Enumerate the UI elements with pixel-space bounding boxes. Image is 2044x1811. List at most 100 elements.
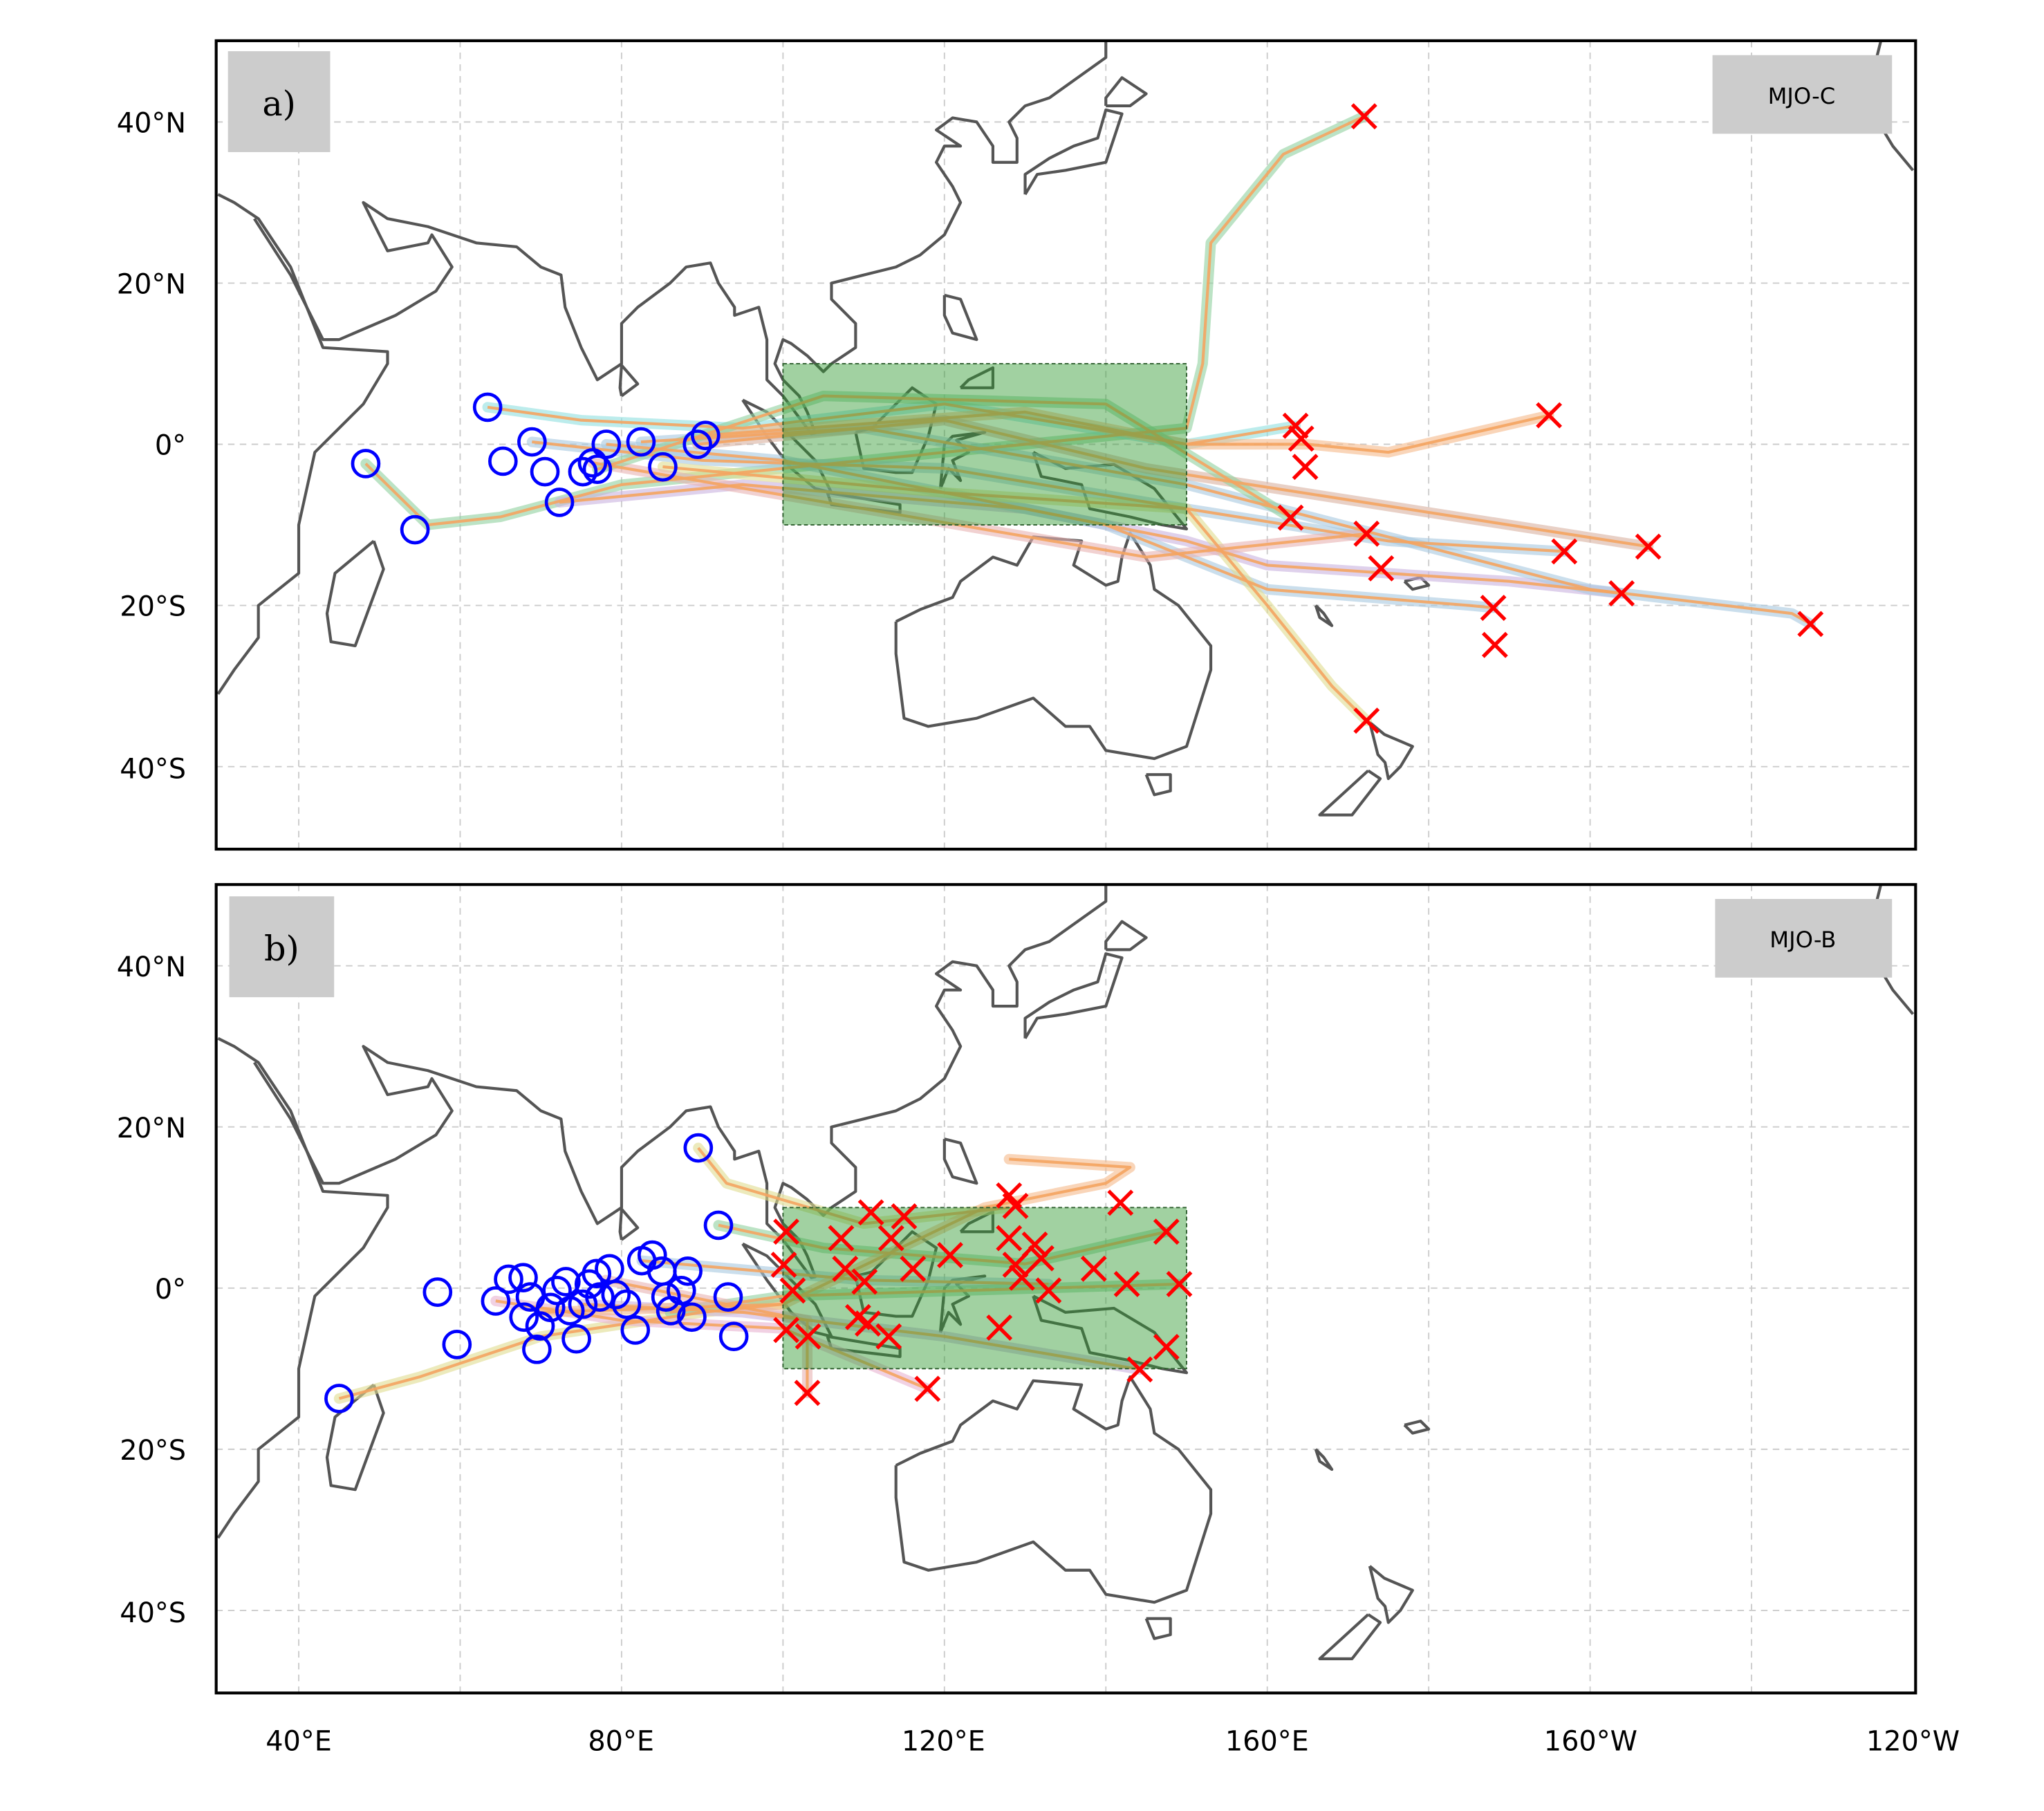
lysis-marker: [1021, 1231, 1048, 1258]
lysis-marker: [773, 1317, 799, 1344]
lysis-marker: [986, 1314, 1013, 1341]
lysis-marker: [794, 1380, 821, 1406]
coastline: [741, 1242, 833, 1338]
x-tick-label: 160°W: [1544, 1726, 1637, 1758]
genesis-marker: [611, 1289, 642, 1319]
y-tick-label: 0°: [155, 430, 186, 462]
genesis-marker: [509, 1302, 539, 1332]
lysis-marker: [855, 1310, 881, 1337]
lysis-marker: [1028, 1245, 1054, 1272]
track-line: [662, 465, 1368, 722]
lysis-marker: [1292, 454, 1319, 481]
lysis-marker: [1035, 1277, 1062, 1304]
coastline: [894, 1375, 1213, 1604]
genesis-marker: [682, 429, 712, 459]
lysis-marker: [1288, 425, 1314, 452]
panel-b-map: [214, 883, 1917, 1695]
coastline: [1368, 721, 1414, 781]
lysis-marker: [1350, 103, 1377, 130]
lysis-marker: [779, 1277, 806, 1304]
lysis-marker: [1153, 1333, 1180, 1360]
lysis-marker: [1113, 1271, 1140, 1297]
genesis-marker: [601, 1279, 631, 1310]
track-line: [606, 443, 1494, 610]
genesis-marker: [568, 456, 598, 487]
y-tick-label: 0°: [155, 1274, 186, 1306]
lysis-marker: [1002, 1252, 1029, 1278]
y-tick-label: 40°N: [117, 108, 186, 140]
genesis-marker: [673, 1256, 703, 1286]
coastline: [1104, 76, 1148, 108]
panel-a-map: [214, 39, 1917, 851]
lysis-marker: [1107, 1189, 1134, 1216]
coastline: [1023, 952, 1124, 1039]
panel-a-tag-box: [1712, 55, 1893, 134]
coastline: [325, 1384, 385, 1492]
lysis-marker: [1635, 533, 1662, 560]
panel-a-label: a): [262, 84, 296, 124]
genesis-marker: [544, 487, 575, 517]
x-tick-label: 160°E: [1225, 1726, 1309, 1758]
panel-b-label-box: [229, 896, 335, 998]
coastline: [325, 539, 385, 648]
genesis-marker: [677, 1302, 707, 1332]
track-line: [697, 1146, 1010, 1225]
y-tick-label: 20°S: [120, 591, 186, 623]
panel-frame: [214, 39, 1917, 851]
panel-b-tag: MJO-B: [1769, 927, 1836, 953]
y-tick-label: 20°S: [120, 1435, 186, 1467]
lysis-marker: [937, 1242, 963, 1268]
lysis-marker: [1166, 1271, 1193, 1297]
genesis-marker: [400, 514, 430, 545]
genesis-marker: [561, 1324, 591, 1354]
genesis-marker: [620, 1315, 651, 1345]
genesis-marker: [718, 1321, 749, 1352]
lysis-marker: [1368, 555, 1395, 582]
lysis-marker: [1551, 538, 1578, 565]
coastline: [1314, 1448, 1334, 1471]
genesis-marker: [666, 1275, 696, 1306]
lysis-marker: [1126, 1356, 1153, 1383]
panel-a-tag: MJO-C: [1768, 83, 1836, 109]
genesis-marker: [591, 429, 622, 459]
coastline: [1104, 920, 1148, 951]
coastline: [618, 1207, 640, 1241]
y-tick-label: 20°N: [117, 269, 186, 301]
panel-b-y-ticks: 40°N 20°N 0° 20°S 40°S: [117, 951, 186, 1629]
track-line: [592, 461, 1367, 559]
genesis-marker: [472, 392, 503, 422]
track-line: [705, 410, 1550, 454]
lysis-marker: [1153, 1218, 1180, 1245]
genesis-marker: [577, 447, 608, 478]
genesis-marker: [351, 449, 381, 479]
x-tick-label: 40°E: [266, 1726, 332, 1758]
coastline: [1023, 108, 1124, 196]
lysis-marker: [770, 1252, 797, 1278]
track-line: [697, 418, 1649, 548]
lysis-marker: [1797, 611, 1824, 638]
lysis-marker: [1480, 595, 1507, 622]
mjo-region-box: [782, 1207, 1187, 1370]
coastline: [1032, 1294, 1189, 1375]
map-area: [216, 40, 1916, 850]
x-tick-label: 80°E: [588, 1726, 654, 1758]
coastline: [1144, 773, 1172, 797]
genesis-marker: [422, 1277, 453, 1307]
x-tick-label: 120°W: [1866, 1726, 1960, 1758]
y-tick-label: 40°N: [117, 951, 186, 983]
genesis-marker: [442, 1330, 472, 1359]
lysis-marker: [828, 1225, 855, 1252]
coastline: [1314, 604, 1334, 627]
genesis-marker: [713, 1282, 743, 1312]
coastline: [1403, 1420, 1431, 1435]
lysis-marker: [1282, 412, 1309, 439]
y-tick-label: 40°S: [120, 1597, 186, 1629]
track-line: [364, 115, 1365, 527]
track-line: [487, 402, 1296, 446]
genesis-marker: [324, 1384, 354, 1413]
genesis-marker: [626, 427, 656, 457]
coastline: [618, 364, 640, 398]
lysis-marker: [996, 1225, 1023, 1252]
lysis-marker: [795, 1323, 821, 1350]
